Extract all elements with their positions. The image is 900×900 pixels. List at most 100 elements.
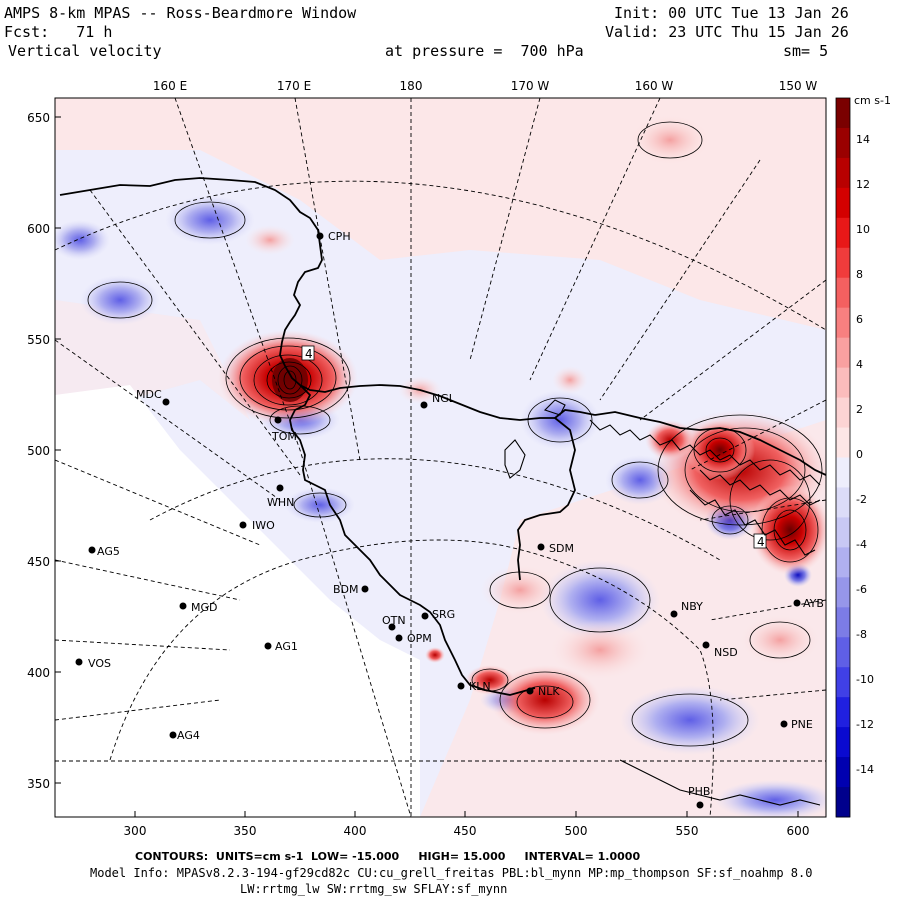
- colorbar-swatch: [836, 697, 850, 728]
- y-tick-600: 600: [27, 222, 50, 236]
- colorbar-label: -8: [856, 628, 867, 641]
- station-whn-label: WHN: [267, 496, 294, 509]
- contour-low: LOW= -15.000: [311, 850, 400, 863]
- y-tick-550: 550: [27, 333, 50, 347]
- longitude-labels: 160 E 170 E 180 170 W 160 W 150 W: [153, 79, 818, 93]
- station-whn-dot: [276, 484, 284, 492]
- station-tom-dot: [274, 416, 282, 424]
- colorbar-label: -10: [856, 673, 874, 686]
- station-ngl-dot: [420, 401, 428, 409]
- colorbar-label: 12: [856, 178, 870, 191]
- station-mdc-dot: [162, 398, 170, 406]
- pressure-label: at pressure =: [385, 42, 503, 60]
- contour-units: UNITS=cm s-1: [215, 850, 304, 863]
- contour-info: CONTOURS: UNITS=cm s-1 LOW= -15.000 HIGH…: [135, 850, 640, 863]
- station-pne-dot: [780, 720, 788, 728]
- station-vos-dot: [75, 658, 83, 666]
- lon-180: 180: [400, 79, 423, 93]
- station-mdc-label: MDC: [136, 388, 162, 401]
- station-otn-dot: [388, 623, 396, 631]
- colorbar-swatch: [836, 98, 850, 129]
- station-nsd-dot: [702, 641, 710, 649]
- colorbar-label: 0: [856, 448, 863, 461]
- colorbar-swatch: [836, 727, 850, 758]
- station-phb-label: PHB: [688, 785, 710, 798]
- station-ngl-label: NGL: [432, 392, 456, 405]
- colorbar-label: 4: [856, 358, 863, 371]
- colorbar-swatch: [836, 247, 850, 279]
- station-markers: [75, 232, 801, 809]
- y-axis-labels: 650 600 550 500 450 400 350: [27, 111, 50, 791]
- axis-ticks: [55, 116, 799, 817]
- lon-160w: 160 W: [635, 79, 674, 93]
- colorbar-label: -6: [856, 583, 867, 596]
- colorbar-swatch: [836, 577, 850, 608]
- colorbar-swatch: [836, 487, 850, 518]
- init-time: Init: 00 UTC Tue 13 Jan 26: [614, 4, 849, 22]
- station-ayb-dot: [793, 599, 801, 607]
- y-tick-400: 400: [27, 666, 50, 680]
- station-srg-label: SRG: [432, 608, 455, 621]
- colorbar-swatch: [836, 547, 850, 578]
- station-opm-label: OPM: [407, 632, 432, 645]
- fcst-label: Fcst:: [4, 23, 50, 41]
- station-vos-label: VOS: [88, 657, 111, 670]
- station-nlk-label: NLK: [538, 685, 560, 698]
- station-cph-dot: [316, 232, 324, 240]
- station-sdm-dot: [537, 543, 545, 551]
- colorbar-swatch: [836, 397, 850, 429]
- station-iwo-dot: [239, 521, 247, 529]
- colorbar-frame: [835, 97, 851, 818]
- station-tom-label: TOM: [271, 430, 297, 443]
- lon-170w: 170 W: [511, 79, 550, 93]
- station-ag4-label: AG4: [177, 729, 200, 742]
- station-sdm-label: SDM: [549, 542, 574, 555]
- colorbar-swatch: [836, 337, 850, 369]
- colorbar-label: -2: [856, 493, 867, 506]
- station-opm-dot: [395, 634, 403, 642]
- svg-text:4: 4: [305, 347, 313, 361]
- colorbar-label: 8: [856, 268, 863, 281]
- station-cph-label: CPH: [328, 230, 351, 243]
- x-axis-labels: 300 350 400 450 500 550 600: [124, 824, 810, 838]
- station-iwo-label: IWO: [252, 519, 275, 532]
- y-tick-500: 500: [27, 444, 50, 458]
- colorbar-label: -4: [856, 538, 867, 551]
- station-ag5-dot: [88, 546, 96, 554]
- lon-160e: 160 E: [153, 79, 187, 93]
- station-nby-dot: [670, 610, 678, 618]
- colorbar-swatch: [836, 517, 850, 548]
- station-bdm-dot: [361, 585, 369, 593]
- station-otn-label: OTN: [382, 614, 406, 627]
- colorbar-label: 6: [856, 313, 863, 326]
- x-tick-500: 500: [565, 824, 588, 838]
- contour-high: HIGH= 15.000: [418, 850, 506, 863]
- station-labels: CPH MDC NGL TOM WHN IWO AG5 SDM BDM MGD …: [88, 230, 824, 798]
- station-ayb-label: AYB: [803, 597, 824, 610]
- colorbar-units: cm s-1: [854, 94, 891, 107]
- map-title: AMPS 8-km MPAS -- Ross-Beardmore Window: [4, 4, 357, 22]
- colorbar-label: -12: [856, 718, 874, 731]
- station-phb-dot: [696, 801, 704, 809]
- pressure-level: at pressure = 700 hPa: [385, 42, 584, 60]
- y-tick-650: 650: [27, 111, 50, 125]
- colorbar-swatch: [836, 427, 850, 458]
- svg-text:4: 4: [757, 535, 765, 549]
- y-tick-350: 350: [27, 777, 50, 791]
- x-tick-300: 300: [124, 824, 147, 838]
- coastline: [59, 177, 826, 696]
- station-bdm-label: BDM: [333, 583, 359, 596]
- colorbar-swatch: [836, 277, 850, 309]
- y-tick-450: 450: [27, 555, 50, 569]
- station-srg-dot: [421, 612, 429, 620]
- colorbar-swatch: [836, 607, 850, 638]
- station-ag1-dot: [264, 642, 272, 650]
- x-tick-600: 600: [787, 824, 810, 838]
- station-nlk-dot: [526, 687, 534, 695]
- station-ag1-label: AG1: [275, 640, 298, 653]
- lon-170e: 170 E: [277, 79, 311, 93]
- contour-interval: INTERVAL= 1.0000: [524, 850, 641, 863]
- vertical-velocity-field: 4 4: [55, 98, 826, 817]
- x-tick-400: 400: [344, 824, 367, 838]
